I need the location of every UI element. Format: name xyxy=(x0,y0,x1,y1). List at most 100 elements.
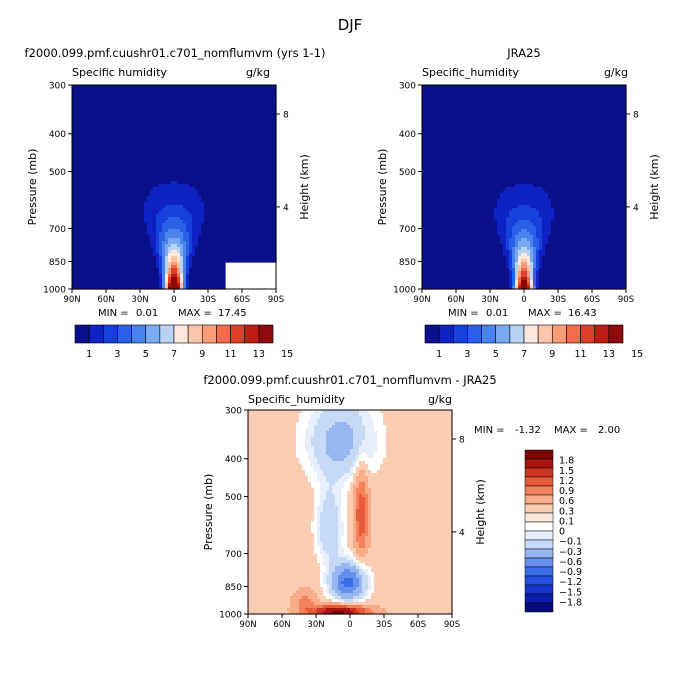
field-cell xyxy=(237,118,241,122)
field-cell xyxy=(240,151,244,155)
field-cell xyxy=(180,265,184,269)
field-cell xyxy=(102,97,106,101)
field-cell xyxy=(204,265,208,269)
field-cell xyxy=(156,238,160,242)
field-cell xyxy=(249,235,253,239)
field-cell xyxy=(201,262,205,266)
field-cell xyxy=(102,217,106,221)
field-cell xyxy=(216,103,220,107)
field-cell xyxy=(270,118,274,122)
field-cell xyxy=(144,169,148,173)
field-cell xyxy=(165,112,169,116)
field-cell xyxy=(99,184,103,188)
field-cell xyxy=(267,151,271,155)
field-cell xyxy=(225,211,229,215)
field-cell xyxy=(159,190,163,194)
field-cell xyxy=(210,247,214,251)
field-cell xyxy=(117,166,121,170)
field-cell xyxy=(99,283,103,287)
field-cell xyxy=(114,262,118,266)
field-cell xyxy=(135,148,139,152)
x-tick-label: 90N xyxy=(63,295,80,305)
field-cell xyxy=(84,286,88,290)
field-cell xyxy=(177,244,181,248)
field-cell xyxy=(87,268,91,272)
field-cell xyxy=(108,268,112,272)
field-cell xyxy=(111,118,115,122)
field-cell xyxy=(129,112,133,116)
field-cell xyxy=(141,136,145,140)
field-cell xyxy=(165,154,169,158)
field-cell xyxy=(114,139,118,143)
field-cell xyxy=(93,247,97,251)
field-cell xyxy=(246,193,250,197)
field-cell xyxy=(240,199,244,203)
field-cell xyxy=(255,157,259,161)
field-cell xyxy=(243,103,247,107)
field-cell xyxy=(428,178,432,182)
field-cell xyxy=(252,196,256,200)
field-cell xyxy=(189,118,193,122)
panel-model: f2000.099.pmf.cuushr01.c701_nomflumvm (y… xyxy=(24,46,325,360)
field-cell xyxy=(177,88,181,92)
field-cell xyxy=(246,94,250,98)
field-cell xyxy=(78,196,82,200)
field-cell xyxy=(258,88,262,92)
field-cell xyxy=(255,247,259,251)
field-cell xyxy=(222,175,226,179)
field-cell xyxy=(258,172,262,176)
field-cell xyxy=(129,211,133,215)
field-cell xyxy=(437,238,441,242)
field-cell xyxy=(255,160,259,164)
field-cell xyxy=(422,193,426,197)
field-cell xyxy=(210,217,214,221)
field-cell xyxy=(93,220,97,224)
field-cell xyxy=(186,115,190,119)
field-cell xyxy=(111,283,115,287)
field-cell xyxy=(261,238,265,242)
field-cell xyxy=(246,235,250,239)
field-cell xyxy=(434,178,438,182)
field-cell xyxy=(126,154,130,158)
field-cell xyxy=(195,223,199,227)
field-cell xyxy=(246,223,250,227)
field-cell xyxy=(102,205,106,209)
field-cell xyxy=(135,283,139,287)
field-cell xyxy=(93,130,97,134)
field-cell xyxy=(99,106,103,110)
field-cell xyxy=(219,163,223,167)
field-cell xyxy=(222,97,226,101)
field-cell xyxy=(153,277,157,281)
field-cell xyxy=(213,247,217,251)
field-cell xyxy=(258,196,262,200)
field-cell xyxy=(147,166,151,170)
field-cell xyxy=(183,184,187,188)
field-cell xyxy=(189,229,193,233)
field-cell xyxy=(422,154,426,158)
field-cell xyxy=(144,172,148,176)
field-cell xyxy=(270,178,274,182)
field-cell xyxy=(231,151,235,155)
field-cell xyxy=(273,256,277,260)
field-cell xyxy=(213,130,217,134)
field-cell xyxy=(129,205,133,209)
field-cell xyxy=(126,163,130,167)
field-cell xyxy=(243,232,247,236)
field-cell xyxy=(252,232,256,236)
field-cell xyxy=(222,232,226,236)
field-cell xyxy=(81,142,85,146)
field-cell xyxy=(192,286,196,290)
field-cell xyxy=(437,268,441,272)
field-cell xyxy=(102,256,106,260)
field-cell xyxy=(153,148,157,152)
field-cell xyxy=(132,97,136,101)
field-cell xyxy=(437,172,441,176)
field-cell xyxy=(428,97,432,101)
field-cell xyxy=(147,175,151,179)
field-cell xyxy=(162,253,166,257)
field-cell xyxy=(425,259,429,263)
field-cell xyxy=(117,91,121,95)
field-cell xyxy=(180,166,184,170)
field-cell xyxy=(267,106,271,110)
field-cell xyxy=(78,133,82,137)
